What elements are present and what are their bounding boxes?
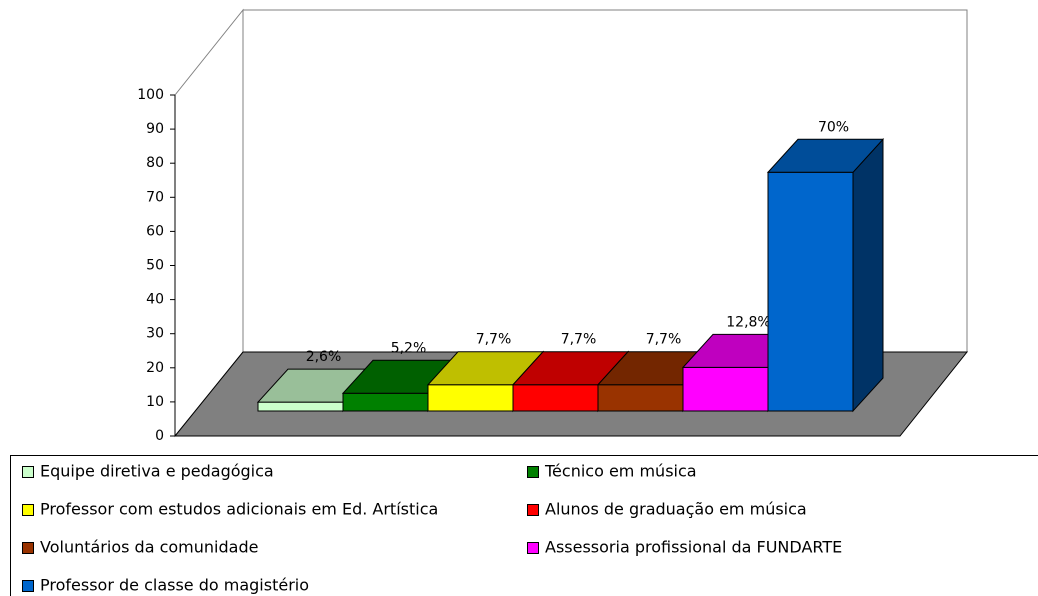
legend-swatch — [22, 542, 34, 554]
bar — [427, 384, 514, 412]
y-tick-label: 10 — [146, 394, 164, 410]
bar-side — [852, 138, 884, 413]
y-tick-label: 50 — [146, 258, 164, 274]
y-tick-label: 40 — [146, 292, 164, 308]
bar — [767, 171, 854, 412]
value-label: 7,7% — [476, 332, 512, 348]
legend-swatch — [527, 504, 539, 516]
bar — [257, 401, 344, 412]
value-label: 7,7% — [646, 332, 682, 348]
legend-label: Professor com estudos adicionais em Ed. … — [40, 500, 438, 519]
bar — [512, 384, 599, 412]
legend-swatch — [22, 504, 34, 516]
y-tick-label: 90 — [146, 121, 164, 137]
value-label: 7,7% — [561, 332, 597, 348]
bar-top — [766, 138, 885, 173]
bar — [597, 384, 684, 412]
y-tick-label: 60 — [146, 223, 164, 239]
legend-label: Técnico em música — [544, 462, 697, 481]
y-tick-label: 100 — [137, 87, 164, 103]
legend-swatch — [22, 466, 34, 478]
legend-label: Equipe diretiva e pedagógica — [40, 462, 274, 481]
legend-label: Professor de classe do magistério — [40, 576, 309, 595]
legend-swatch — [527, 466, 539, 478]
legend-label: Assessoria profissional da FUNDARTE — [545, 538, 842, 557]
legend-label: Voluntários da comunidade — [40, 538, 258, 557]
bar — [342, 392, 429, 412]
value-label: 70% — [818, 119, 849, 135]
legend-label: Alunos de graduação em música — [545, 500, 807, 519]
value-label: 5,2% — [391, 340, 427, 356]
y-tick-label: 20 — [146, 360, 164, 376]
legend-swatch — [527, 542, 539, 554]
value-label: 12,8% — [726, 314, 770, 330]
value-label: 2,6% — [306, 349, 342, 365]
y-tick-label: 70 — [146, 189, 164, 205]
bar — [682, 366, 769, 412]
y-tick-label: 30 — [146, 326, 164, 342]
y-tick-label: 0 — [155, 428, 164, 444]
legend-swatch — [22, 580, 34, 592]
legend — [10, 455, 1038, 596]
y-tick-label: 80 — [146, 155, 164, 171]
